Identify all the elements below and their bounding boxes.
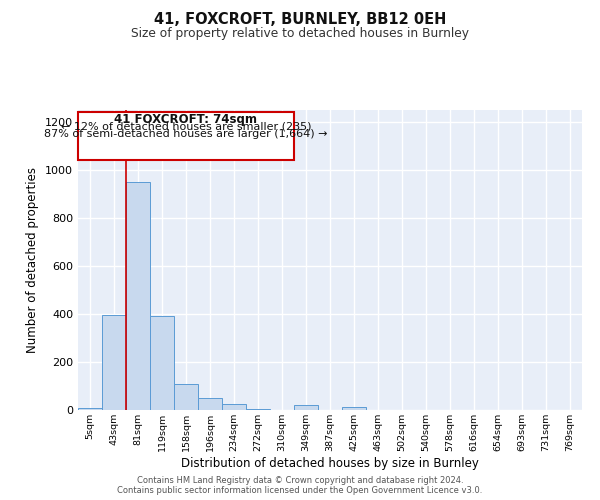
Y-axis label: Number of detached properties: Number of detached properties: [26, 167, 40, 353]
Text: Size of property relative to detached houses in Burnley: Size of property relative to detached ho…: [131, 28, 469, 40]
Bar: [78, 408, 102, 410]
Bar: [222, 404, 246, 410]
Text: ← 12% of detached houses are smaller (235): ← 12% of detached houses are smaller (23…: [61, 122, 311, 132]
Bar: [294, 405, 318, 410]
Text: Contains HM Land Registry data © Crown copyright and database right 2024.: Contains HM Land Registry data © Crown c…: [137, 476, 463, 485]
Text: 41, FOXCROFT, BURNLEY, BB12 0EH: 41, FOXCROFT, BURNLEY, BB12 0EH: [154, 12, 446, 28]
Text: Contains public sector information licensed under the Open Government Licence v3: Contains public sector information licen…: [118, 486, 482, 495]
X-axis label: Distribution of detached houses by size in Burnley: Distribution of detached houses by size …: [181, 456, 479, 469]
Bar: [342, 407, 366, 410]
Bar: [150, 316, 174, 410]
Text: 87% of semi-detached houses are larger (1,664) →: 87% of semi-detached houses are larger (…: [44, 129, 328, 139]
Bar: [102, 315, 126, 410]
Bar: [246, 409, 270, 410]
Bar: [174, 384, 198, 410]
Text: 41 FOXCROFT: 74sqm: 41 FOXCROFT: 74sqm: [115, 113, 257, 126]
Bar: [198, 398, 222, 410]
Bar: [126, 182, 150, 410]
